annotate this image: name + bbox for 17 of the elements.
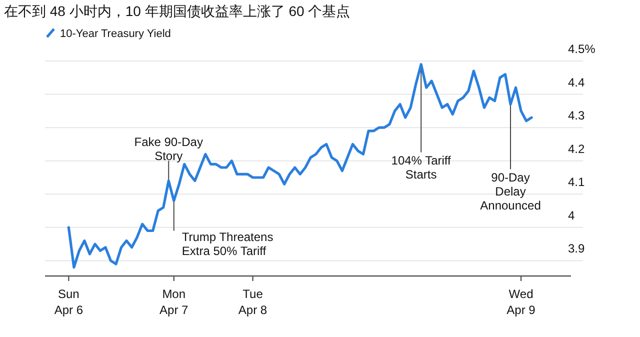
y-tick-label: 4.3 [568,108,586,123]
y-tick-label: 4.1 [568,175,586,190]
x-tick-label: Tue Apr 8 [238,287,268,317]
y-tick-label: 4.5% [568,42,596,56]
y-tick-label: 4.2 [568,142,586,156]
annotation: 104% Tariff Starts [391,153,452,182]
y-tick-label: 4 [568,208,575,222]
y-tick-label: 3.9 [568,242,586,256]
legend: 10-Year Treasury Yield [46,28,171,40]
annotation: Trump Threatens Extra 50% Tariff [182,230,274,258]
x-tick-label: Mon Apr 7 [160,287,189,317]
title: 在不到 48 小时内，10 年期国债收益率上涨了 60 个基点 [4,3,350,19]
x-tick-label: Sun Apr 6 [54,287,84,317]
y-tick-label: 4.4 [568,75,586,90]
annotation: Fake 90-Day Story [134,134,203,163]
annotation: 90-Day Delay Announced [480,170,541,212]
x-tick-label: Wed Apr 9 [506,287,536,317]
